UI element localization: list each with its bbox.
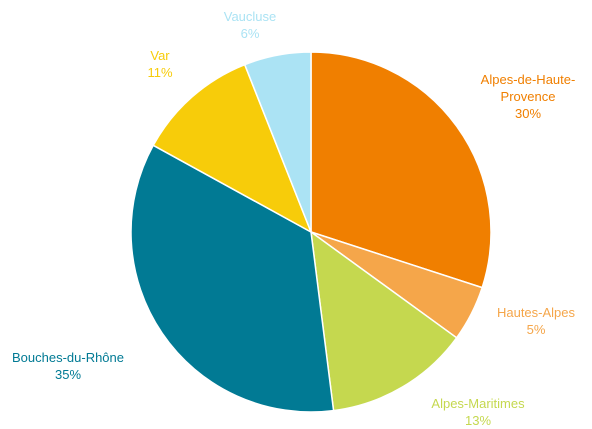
pie-slice [130,144,335,413]
slice-value: 35% [54,367,82,382]
slice-value: 13% [464,413,492,428]
pie-slice [310,51,492,289]
slice-label: Vaucluse 6% [210,8,290,42]
slice-label: Alpes-de-Haute-Provence 30% [473,71,583,122]
slice-name: Vaucluse [223,9,277,24]
slice-label: Var 11% [130,47,190,81]
pie-slice [310,230,458,412]
slice-value: 30% [514,106,542,121]
slice-name: Var [150,48,170,63]
slice-name: Hautes-Alpes [496,305,576,320]
slice-label: Bouches-du-Rhône 35% [0,349,138,383]
slice-name: Bouches-du-Rhône [11,350,125,365]
pie-slice [152,63,313,234]
pie-slice [243,51,312,233]
slice-label: Hautes-Alpes 5% [481,304,591,338]
slice-name: Alpes-de-Haute-Provence [480,72,576,104]
slice-value: 5% [526,322,546,337]
slice-name: Alpes-Maritimes [431,396,525,411]
slice-value: 11% [147,65,173,80]
slice-value: 6% [240,26,260,41]
slice-label: Alpes-Maritimes 13% [413,395,543,429]
